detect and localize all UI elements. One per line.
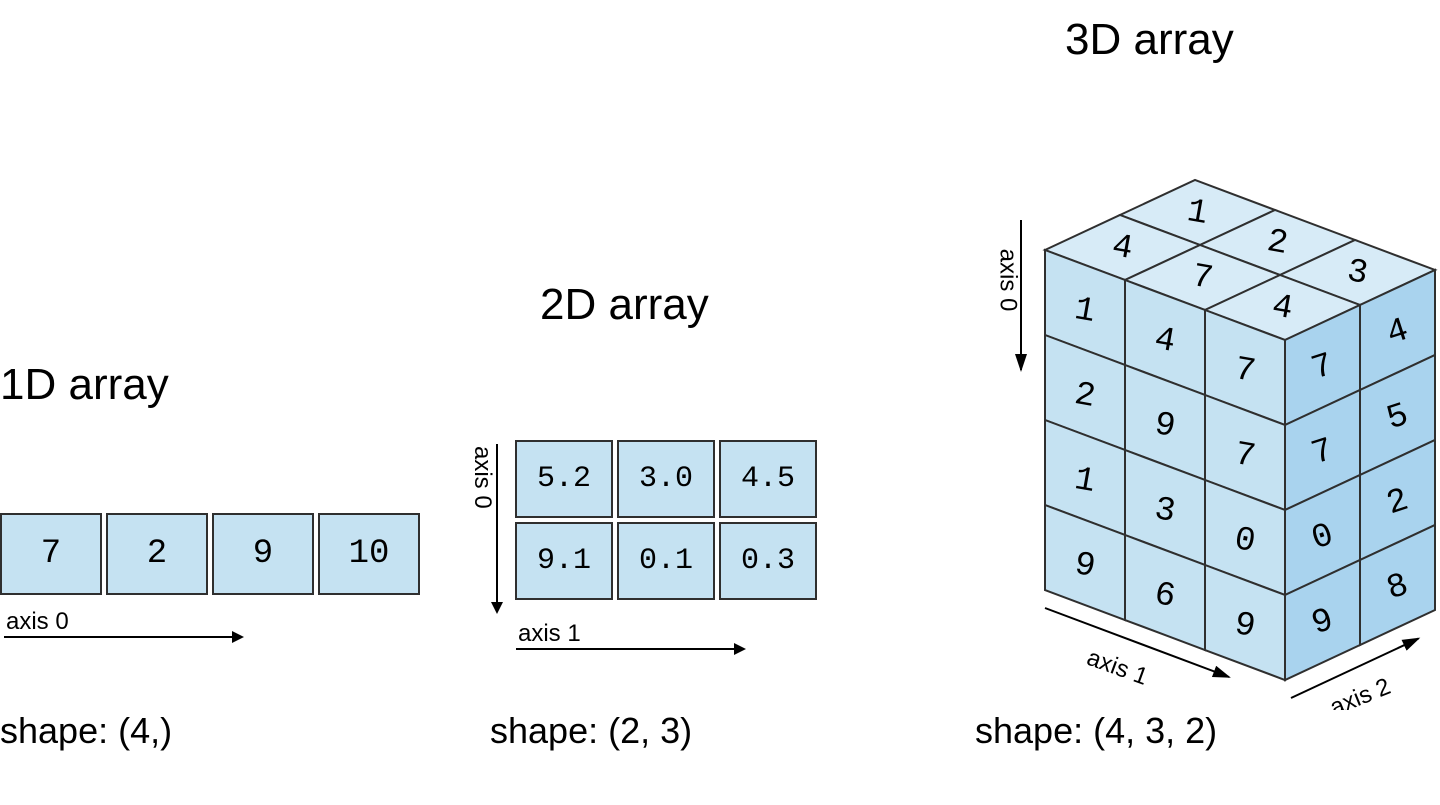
cell-1d: 9 [212, 513, 314, 595]
axis-2d-axis1: axis 1 [516, 648, 736, 650]
axis-label: axis 0 [995, 249, 1022, 312]
shape-label-1d: shape: (4,) [0, 710, 172, 752]
cell-2d: 0.3 [719, 522, 817, 600]
axis-1d-axis0: axis 0 [4, 636, 234, 638]
cell-2d: 4.5 [719, 440, 817, 518]
array-3d: 12347445287709147297130969axis 0axis 1ax… [965, 110, 1440, 710]
title-3d: 3D array [1065, 15, 1234, 65]
axis-label: axis 0 [6, 608, 69, 636]
cell-2d: 0.1 [617, 522, 715, 600]
cell-1d: 10 [318, 513, 420, 595]
axis-label: axis 1 [518, 620, 581, 648]
cell-2d: 9.1 [515, 522, 613, 600]
cell-2d: 5.2 [515, 440, 613, 518]
cell-2d: 3.0 [617, 440, 715, 518]
axis-label: axis 0 [468, 446, 496, 509]
cell-1d: 2 [106, 513, 208, 595]
cell-1d: 7 [0, 513, 102, 595]
title-2d: 2D array [540, 280, 709, 330]
axis-2d-axis0: axis 0 [496, 444, 498, 604]
shape-label-3d: shape: (4, 3, 2) [975, 710, 1217, 752]
array-2d: 5.2 3.0 4.5 9.1 0.1 0.3 [515, 440, 817, 600]
axis-label: axis 2 [1326, 673, 1394, 710]
diagram-root: 1D array 7 2 9 10 axis 0 shape: (4,) 2D … [0, 0, 1440, 805]
axis-label: axis 1 [1083, 644, 1151, 691]
array-1d: 7 2 9 10 [0, 513, 420, 595]
shape-label-2d: shape: (2, 3) [490, 710, 692, 752]
title-1d: 1D array [0, 360, 169, 410]
